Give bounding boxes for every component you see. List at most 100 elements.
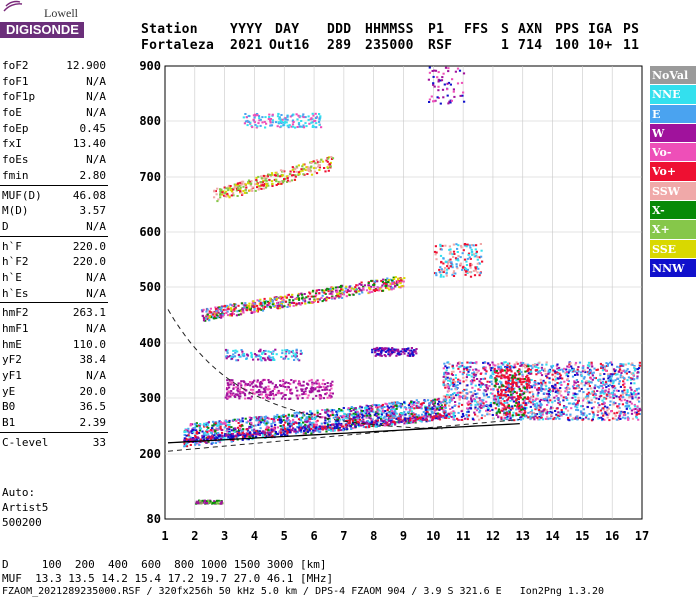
echo-point	[601, 364, 604, 367]
echo-point	[245, 186, 248, 189]
echo-point	[479, 385, 482, 388]
echo-point	[530, 396, 533, 399]
echo-point	[555, 413, 558, 416]
echo-point	[311, 390, 314, 393]
echo-point	[629, 386, 632, 389]
echo-point	[303, 298, 306, 301]
echo-point	[514, 414, 517, 417]
echo-point	[331, 293, 334, 296]
echo-point	[226, 427, 229, 430]
echo-point	[337, 427, 340, 430]
echo-point	[556, 414, 560, 417]
echo-point	[407, 347, 410, 350]
echo-point	[439, 402, 442, 405]
echo-point	[284, 120, 287, 123]
echo-point	[494, 400, 497, 403]
echo-point	[244, 120, 248, 123]
echo-point	[297, 382, 300, 385]
echo-point	[229, 185, 232, 187]
echo-point	[450, 411, 453, 414]
echo-point	[370, 410, 373, 413]
echo-point	[471, 368, 475, 371]
echo-point	[433, 408, 436, 411]
echo-point	[331, 392, 334, 395]
echo-point	[549, 370, 552, 373]
echo-point	[482, 406, 485, 409]
param-row: B0 36.5	[0, 399, 112, 415]
echo-point	[280, 302, 284, 305]
echo-point	[237, 313, 240, 316]
echo-point	[242, 185, 245, 188]
echo-point	[392, 287, 395, 290]
echo-point	[217, 198, 220, 201]
echo-point	[624, 392, 627, 395]
echo-point	[295, 386, 298, 389]
echo-point	[401, 348, 404, 351]
echo-point	[635, 413, 639, 416]
echo-point	[336, 412, 339, 415]
echo-point	[236, 182, 239, 185]
echo-point	[299, 349, 302, 352]
echo-point	[517, 401, 520, 404]
echo-point	[574, 361, 578, 364]
echo-point	[409, 421, 412, 423]
echo-point	[381, 347, 384, 350]
echo-point	[544, 372, 547, 375]
echo-point	[313, 170, 317, 173]
echo-point	[619, 394, 622, 397]
echo-point	[619, 385, 622, 388]
echo-point	[267, 301, 270, 304]
param-label: foEp	[2, 121, 29, 135]
echo-point	[205, 310, 208, 313]
echo-point	[538, 418, 541, 421]
echo-point	[443, 362, 446, 365]
echo-point	[609, 396, 612, 399]
echo-point	[622, 363, 625, 366]
echo-point	[533, 381, 537, 384]
echo-point	[420, 402, 423, 405]
echo-point	[214, 442, 217, 444]
echo-point	[395, 421, 399, 424]
echo-point	[424, 405, 427, 408]
echo-point	[513, 363, 516, 366]
echo-point	[362, 414, 365, 417]
echo-point	[225, 357, 228, 360]
echo-point	[320, 158, 323, 161]
echo-point	[543, 410, 546, 413]
echo-point	[332, 423, 335, 426]
echo-point	[447, 379, 450, 382]
echo-point	[375, 415, 378, 417]
echo-point	[259, 427, 262, 430]
echo-point	[369, 414, 372, 417]
echo-point	[267, 357, 270, 360]
echo-point	[285, 121, 288, 124]
echo-point	[611, 391, 615, 394]
echo-point	[368, 412, 371, 415]
echo-point	[601, 369, 604, 372]
echo-point	[184, 445, 187, 448]
echo-point	[185, 430, 188, 433]
echo-point	[287, 293, 290, 296]
echo-point	[231, 357, 234, 360]
echo-point	[239, 190, 242, 193]
echo-point	[539, 387, 542, 390]
echo-point	[223, 186, 226, 189]
echo-point	[587, 417, 590, 420]
echo-point	[407, 417, 410, 420]
echo-point	[241, 433, 244, 436]
echo-point	[632, 392, 635, 395]
echo-point	[280, 428, 283, 431]
echo-point	[267, 304, 271, 306]
echo-point	[609, 404, 612, 406]
echo-point	[368, 416, 371, 419]
echo-point	[480, 382, 483, 385]
echo-point	[308, 301, 311, 304]
echo-point	[582, 391, 585, 394]
echo-point	[592, 415, 595, 418]
echo-point	[355, 284, 358, 287]
echo-point	[315, 294, 318, 296]
echo-point	[287, 357, 290, 360]
param-value: 220.0	[72, 239, 106, 253]
echo-point	[203, 425, 206, 428]
echo-point	[242, 116, 245, 119]
